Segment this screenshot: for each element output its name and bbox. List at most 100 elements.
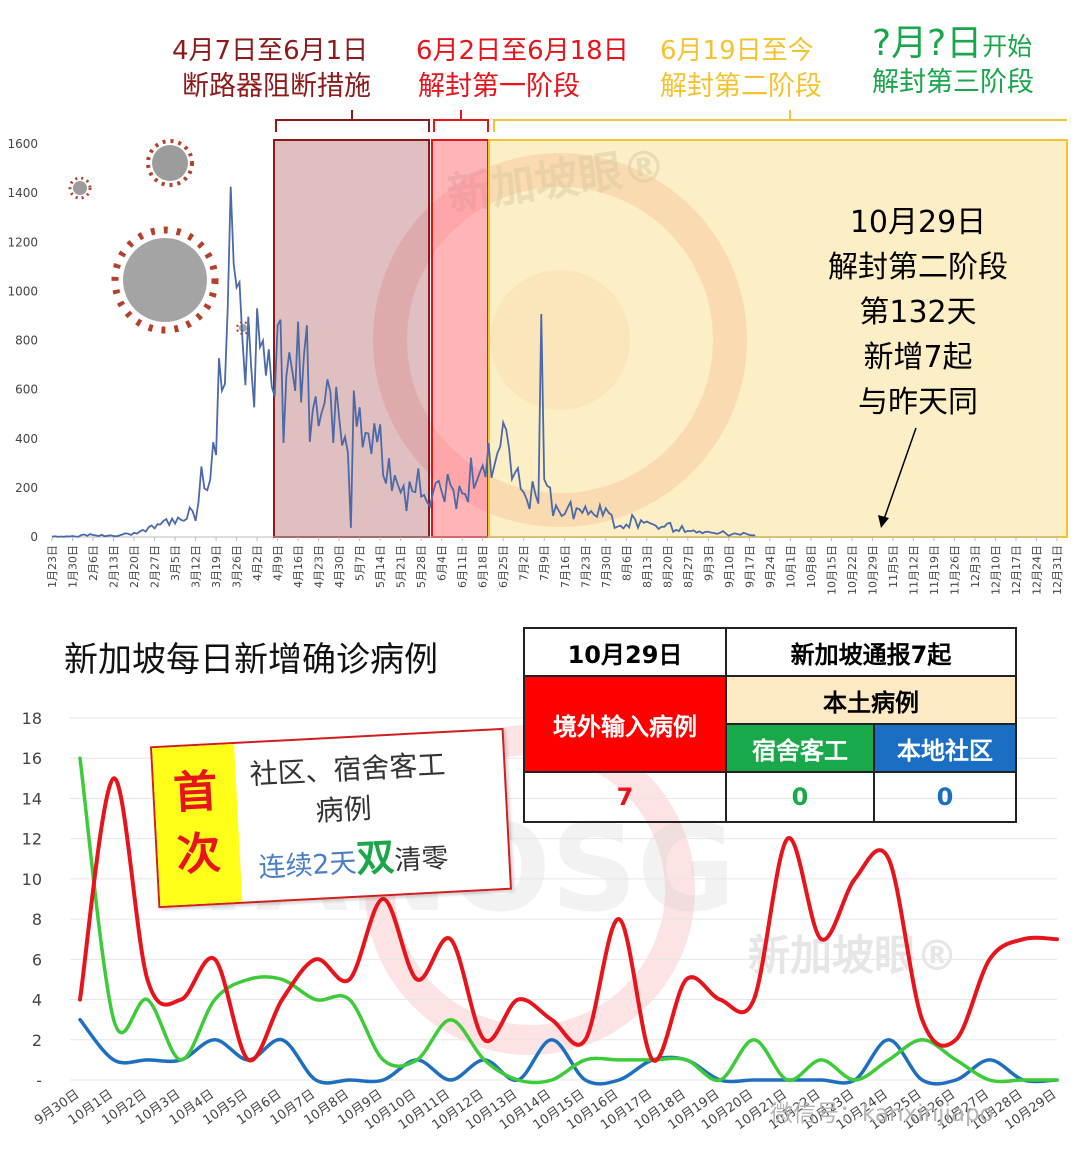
x-tick-label: 7月16日 bbox=[559, 545, 572, 588]
x-tick-label: 6月4日 bbox=[436, 545, 449, 581]
annotation-line: 解封第二阶段 bbox=[828, 250, 1008, 285]
x-tick-label: 11月26日 bbox=[948, 545, 961, 595]
annotation-arrow bbox=[882, 427, 917, 523]
x-tick-label: 2月6日 bbox=[87, 545, 100, 581]
callout-badge-char: 首 bbox=[172, 765, 219, 820]
y-tick-label: 800 bbox=[15, 334, 38, 348]
case-summary-table: 10月29日 新加坡通报7起 境外输入病例 本土病例 宿舍客工 本地社区 7 0… bbox=[523, 627, 1017, 823]
y-tick-label: 200 bbox=[15, 481, 38, 495]
daily-cases-line bbox=[51, 186, 756, 538]
y-tick-label: 10 bbox=[22, 870, 42, 889]
x-tick-label: 12月31日 bbox=[1051, 545, 1064, 595]
bracket-phase-two bbox=[493, 110, 1067, 132]
x-tick-label: 7月9日 bbox=[538, 545, 551, 581]
x-tick-label: 3月26日 bbox=[231, 545, 244, 588]
y-tick-label: 18 bbox=[22, 709, 42, 728]
x-tick-label: 5月28日 bbox=[415, 545, 428, 588]
x-tick-label: 4月23日 bbox=[313, 545, 326, 588]
callout-line2: 病例 bbox=[314, 791, 373, 828]
bracket-phase-one bbox=[433, 110, 489, 132]
x-tick-label: 6月11日 bbox=[456, 545, 469, 588]
band-phase-two bbox=[488, 139, 1068, 538]
annotation-line: 10月29日 bbox=[849, 205, 987, 240]
x-tick-label: 9月10日 bbox=[723, 545, 736, 588]
dorm-value-cell: 0 bbox=[725, 771, 875, 823]
callout-badge: 首 次 bbox=[152, 743, 243, 907]
phase-4-date-value: ?月?日 bbox=[872, 23, 983, 64]
phase-4-name: 解封第三阶段 bbox=[872, 67, 1034, 98]
phase-1-date: 4月7日至6月1日 bbox=[172, 36, 369, 66]
top-chart-axes: 0 200 400 600 800 1000 1200 1400 1600 1月23日 1月30日 2… bbox=[7, 137, 1064, 595]
y-tick-label: - bbox=[36, 1071, 42, 1090]
phase-2-date: 6月2日至6月18日 bbox=[416, 36, 629, 66]
y-tick-label: 12 bbox=[22, 830, 42, 849]
x-tick-label: 9月17日 bbox=[743, 545, 756, 588]
x-tick-label: 8月13日 bbox=[641, 545, 654, 588]
x-tick-label: 2月20日 bbox=[128, 545, 141, 588]
x-tick-label: 12月3日 bbox=[969, 545, 982, 588]
phase-3-date: 6月19日至今 bbox=[660, 36, 814, 66]
phase-4-date: ?月?日开始 bbox=[872, 14, 1032, 66]
phase-2-name: 解封第一阶段 bbox=[418, 71, 580, 102]
y-tick-label: 14 bbox=[22, 789, 42, 808]
x-tick-label: 4月16日 bbox=[292, 545, 305, 588]
callout-line3-part: 连续2天 bbox=[257, 847, 358, 884]
x-tick-label: 12月10日 bbox=[989, 545, 1002, 595]
y-tick-label: 16 bbox=[22, 749, 42, 768]
virus-icon bbox=[68, 139, 250, 335]
annotation-line: 与昨天同 bbox=[858, 385, 978, 420]
phase-3-name: 解封第二阶段 bbox=[660, 71, 822, 102]
y-tick-label: 6 bbox=[32, 950, 42, 969]
x-tick-label: 11月12日 bbox=[907, 545, 920, 595]
callout-line1: 社区、宿舍客工 bbox=[248, 747, 447, 792]
top-chart-series bbox=[51, 186, 756, 538]
x-tick-label: 5月7日 bbox=[354, 545, 367, 581]
x-tick-label: 7月2日 bbox=[518, 545, 531, 581]
x-tick-label: 3月12日 bbox=[190, 545, 203, 588]
phase-4-date-suffix: 开始 bbox=[982, 32, 1033, 61]
x-tick-label: 4月30日 bbox=[333, 545, 346, 588]
x-tick-label: 6月25日 bbox=[497, 545, 510, 588]
callout-line3: 连续2天双清零 bbox=[257, 823, 450, 888]
y-tick-label: 2 bbox=[32, 1031, 42, 1050]
annotation-line: 第132天 bbox=[859, 295, 977, 330]
bracket-circuit-breaker bbox=[275, 110, 430, 132]
y-tick-label: 1600 bbox=[7, 137, 38, 151]
x-tick-label: 7月30日 bbox=[600, 545, 613, 588]
callout-line3-part: 清零 bbox=[393, 842, 450, 877]
wechat-watermark: 微信号：kanxinjiapo bbox=[770, 1101, 994, 1127]
x-tick-label: 12月17日 bbox=[1010, 545, 1023, 595]
x-tick-label: 10月8日 bbox=[805, 545, 818, 588]
annotation-line: 新增7起 bbox=[863, 340, 973, 375]
x-tick-label: 12月24日 bbox=[1030, 545, 1043, 595]
x-tick-label: 2月27日 bbox=[149, 545, 162, 588]
page-title: 新加坡每日新增确诊病例 bbox=[64, 640, 438, 680]
x-tick-label: 7月23日 bbox=[579, 545, 592, 588]
y-tick-label: 4 bbox=[32, 991, 42, 1010]
x-tick-label: 4月9日 bbox=[272, 545, 285, 581]
x-tick-label: 11月19日 bbox=[928, 545, 941, 595]
x-tick-label: 1月23日 bbox=[46, 545, 59, 588]
x-tick-label: 9月24日 bbox=[764, 545, 777, 588]
imported-label-cell: 境外输入病例 bbox=[523, 675, 727, 773]
callout-badge-char: 次 bbox=[175, 827, 223, 882]
community-value-cell: 0 bbox=[873, 771, 1017, 823]
y-tick-label: 1000 bbox=[7, 284, 38, 298]
x-tick-label: 4月2日 bbox=[251, 545, 264, 581]
x-tick-label: 6月18日 bbox=[477, 545, 490, 588]
community-label-cell: 本地社区 bbox=[873, 723, 1017, 773]
x-tick-label: 5月14日 bbox=[374, 545, 387, 588]
x-tick-label: 8月6日 bbox=[620, 545, 633, 581]
x-tick-label: 9月3日 bbox=[702, 545, 715, 581]
dorm-label-cell: 宿舍客工 bbox=[725, 723, 875, 773]
x-tick-label: 5月21日 bbox=[395, 545, 408, 588]
x-tick-label: 11月5日 bbox=[887, 545, 900, 588]
callout-box: 首 次 社区、宿舍客工 病例 连续2天双清零 bbox=[150, 727, 512, 909]
y-tick-label: 0 bbox=[30, 530, 38, 544]
x-tick-label: 8月27日 bbox=[682, 545, 695, 588]
bottom-chart-series bbox=[78, 756, 1059, 1086]
y-tick-label: 1400 bbox=[7, 186, 38, 200]
x-tick-label: 3月5日 bbox=[169, 545, 182, 581]
x-tick-label: 1月30日 bbox=[67, 545, 80, 588]
